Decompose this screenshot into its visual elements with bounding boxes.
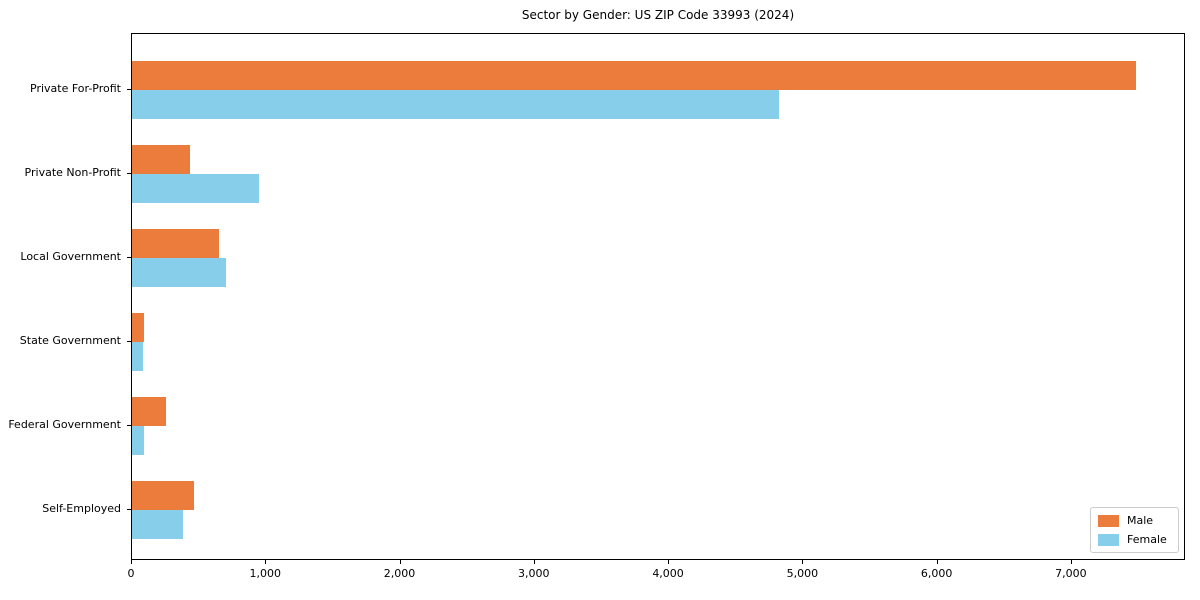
x-tick-mark — [131, 560, 132, 564]
y-tick-label: Local Government — [20, 249, 121, 263]
female-bar-private-non-profit — [132, 173, 260, 203]
y-tick-mark — [127, 256, 131, 258]
legend-item-male: Male — [1098, 513, 1170, 528]
x-tick-label: 6,000 — [920, 567, 953, 580]
female-bar-federal-government — [132, 425, 145, 455]
x-tick-label: 2,000 — [383, 567, 416, 580]
x-tick-mark — [802, 560, 804, 564]
y-tick-label: Private Non-Profit — [24, 165, 121, 179]
male-bar-self-employed — [132, 480, 194, 510]
male-bar-private-non-profit — [132, 144, 190, 174]
y-tick-label: Federal Government — [8, 417, 121, 431]
female-bar-self-employed — [132, 509, 183, 539]
legend-item-female: Female — [1098, 532, 1170, 547]
x-tick-mark — [936, 560, 938, 564]
y-tick-mark — [127, 88, 131, 90]
y-tick-label: Self-Employed — [42, 501, 121, 515]
female-bar-state-government — [132, 341, 143, 371]
x-tick-label: 1,000 — [249, 567, 282, 580]
y-tick-label: State Government — [19, 333, 121, 347]
y-tick-mark — [127, 172, 131, 174]
x-tick-label: 0 — [127, 567, 135, 580]
x-tick-label: 4,000 — [652, 567, 684, 580]
y-tick-mark — [127, 424, 131, 426]
y-tick-mark — [127, 340, 131, 342]
x-tick-label: 3,000 — [518, 567, 550, 580]
legend: Male Female — [1090, 507, 1179, 553]
female-series-swatch-icon — [1098, 533, 1119, 546]
x-tick-mark — [668, 560, 670, 564]
legend-label-female: Female — [1127, 533, 1167, 546]
legend-label-male: Male — [1127, 514, 1154, 527]
x-tick-label: 5,000 — [786, 567, 819, 580]
x-tick-mark — [533, 560, 535, 564]
male-bar-state-government — [132, 312, 144, 342]
male-series-swatch-icon — [1098, 514, 1119, 527]
y-tick-label: Private For-Profit — [30, 81, 121, 95]
x-tick-label: 7,000 — [1055, 567, 1087, 580]
y-tick-mark — [127, 508, 131, 510]
male-bar-local-government — [132, 228, 220, 258]
female-bar-private-for-profit — [132, 89, 780, 119]
plot-area — [131, 33, 1185, 560]
chart-title: Sector by Gender: US ZIP Code 33993 (202… — [521, 8, 795, 22]
x-tick-mark — [399, 560, 401, 564]
male-bar-federal-government — [132, 396, 166, 426]
x-tick-mark — [1070, 560, 1072, 564]
female-bar-local-government — [132, 257, 226, 287]
male-bar-private-for-profit — [132, 60, 1136, 90]
x-tick-mark — [265, 560, 267, 564]
